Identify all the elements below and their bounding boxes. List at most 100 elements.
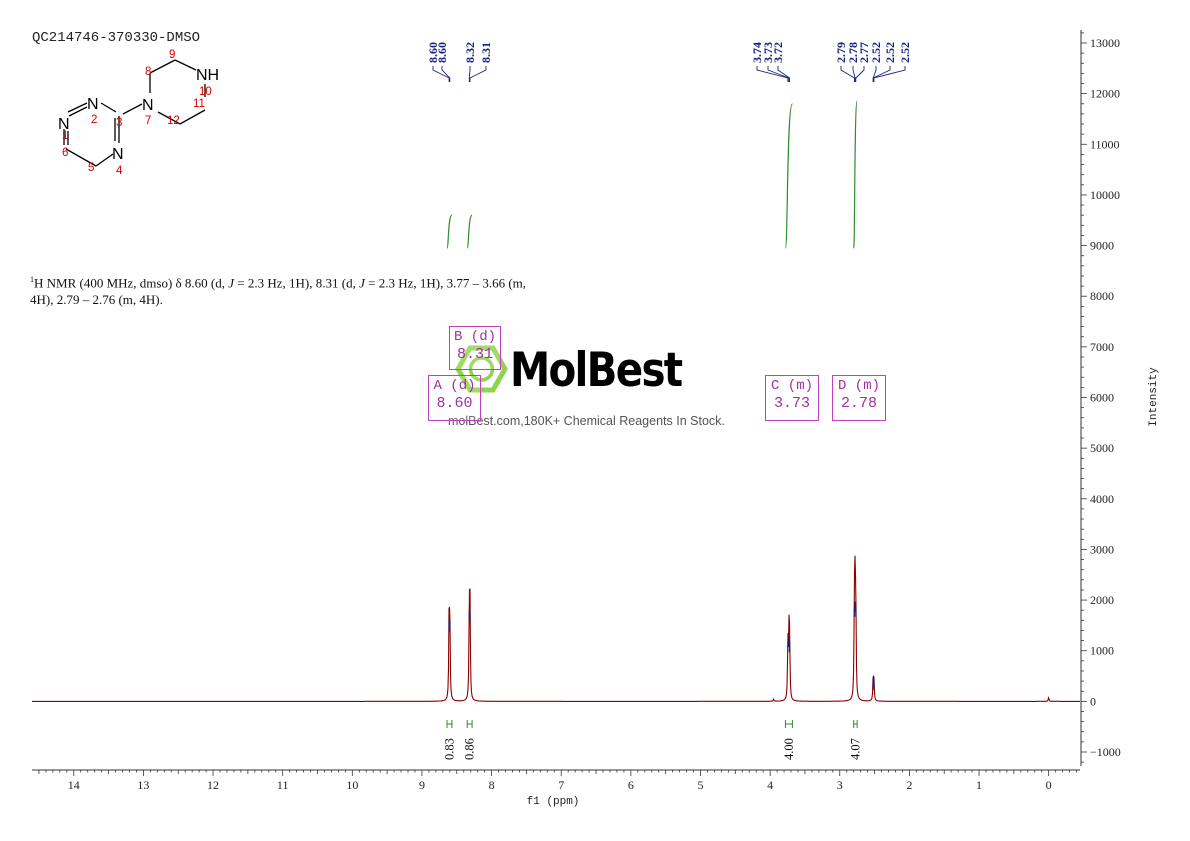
y-tick-label: 9000: [1090, 239, 1114, 253]
y-axis: −1000 0 1000 2000 3000 4000 5000 6000 7000 8000 90…: [1080, 30, 1121, 766]
y-tick-label: 4000: [1090, 492, 1114, 506]
atom-n2: N: [87, 96, 99, 113]
peak-top-markers: [448, 601, 875, 691]
y-tick-label: 13000: [1090, 36, 1120, 50]
chemical-structure: N N N N NH 1 2 3 4 5 6 7 8 9 10 11 12: [58, 49, 219, 177]
atom-number-3: 3: [116, 117, 122, 129]
integral-curve: [853, 100, 858, 249]
multiplet-label: B (d): [453, 329, 496, 345]
x-tick-label: 11: [277, 778, 289, 792]
multiplet-value: 8.60: [436, 395, 473, 412]
integral-value: 0.86: [463, 738, 477, 760]
peak-label-connector: [873, 66, 906, 82]
y-tick-label: 8000: [1090, 289, 1114, 303]
y-tick-label: 11000: [1090, 137, 1120, 151]
atom-nh10: NH: [196, 67, 219, 84]
peak-label: 2.77: [857, 42, 871, 63]
watermark-subtitle: molBest.com,180K+ Chemical Reagents In S…: [448, 414, 725, 428]
atom-n1: N: [58, 116, 70, 133]
x-tick-label: 13: [137, 778, 149, 792]
multiplet-box-a: A (d) 8.60: [428, 375, 481, 421]
peak-label-connector: [852, 66, 856, 82]
nmr-isotope: 1: [30, 275, 34, 284]
y-tick-label: 3000: [1090, 542, 1114, 556]
multiplet-value: 8.31: [456, 346, 493, 363]
x-tick-label: 14: [68, 778, 80, 792]
atom-number-11: 11: [193, 98, 205, 110]
atom-number-12: 12: [167, 115, 180, 127]
peak-label: 3.73: [761, 42, 775, 63]
peak-label-connector: [840, 66, 855, 82]
peak-label: 8.31: [479, 42, 493, 63]
y-tick-label: 5000: [1090, 441, 1114, 455]
multiplet-label: D (m): [837, 378, 880, 394]
peak-label: 8.32: [463, 42, 477, 63]
x-tick-label: 3: [837, 778, 843, 792]
y-tick-label: −1000: [1090, 745, 1121, 759]
nmr-j2: J: [359, 275, 365, 291]
x-axis: 14 13 12 11 10 9 8 7 6 5 4 3 2 1 0: [32, 769, 1080, 792]
integral-curves: [446, 100, 858, 249]
peak-label-connector: [777, 66, 791, 82]
x-tick-label: 8: [489, 778, 495, 792]
y-axis-label: Intensity: [1148, 367, 1160, 427]
atom-number-1: 1: [62, 130, 68, 142]
integral-value: 4.00: [782, 738, 796, 760]
peak-label: 2.52: [883, 42, 897, 63]
x-tick-label: 10: [346, 778, 358, 792]
peak-label: 2.52: [869, 42, 883, 63]
peak-label: 2.79: [834, 42, 848, 63]
y-tick-label: 10000: [1090, 188, 1120, 202]
y-tick-label: 0: [1090, 694, 1096, 708]
integral-curve: [446, 214, 453, 249]
y-tick-label: 12000: [1090, 87, 1120, 101]
atom-n7: N: [142, 97, 154, 114]
peak-label: 2.52: [898, 42, 912, 63]
integral-curve: [466, 214, 473, 249]
x-axis-label: f1 (ppm): [527, 796, 580, 808]
integral-value: 4.07: [848, 738, 862, 760]
watermark-name: MolBest: [510, 343, 683, 398]
atom-number-6: 6: [62, 147, 68, 159]
peak-label: 8.60: [435, 42, 449, 63]
atom-number-10: 10: [199, 86, 212, 98]
x-tick-label: 4: [767, 778, 773, 792]
y-tick-label: 7000: [1090, 340, 1114, 354]
atom-number-5: 5: [88, 162, 94, 174]
peak-label-connector: [872, 66, 891, 82]
y-tick-label: 2000: [1090, 593, 1114, 607]
y-tick-label: 1000: [1090, 644, 1114, 658]
integral-curve: [784, 103, 793, 249]
x-tick-label: 9: [419, 778, 425, 792]
atom-n4: N: [112, 146, 124, 163]
atom-number-8: 8: [145, 66, 151, 78]
x-tick-label: 1: [976, 778, 982, 792]
peak-label-connector: [767, 66, 790, 82]
peak-label-connector: [432, 66, 450, 82]
nmr-text-c: = 2.3 Hz, 1H), 3.77 – 3.66 (m,: [364, 275, 527, 291]
multiplet-value: 3.73: [773, 395, 810, 412]
peak-label-connector: [469, 66, 487, 82]
peak-label: 3.74: [750, 42, 764, 63]
integral-markers: 0.83 0.86 4.00 4.07: [442, 720, 862, 760]
x-tick-label: 7: [558, 778, 564, 792]
x-tick-label: 6: [628, 778, 634, 792]
peak-label: 2.78: [846, 42, 860, 63]
nmr-text-a: H NMR (400 MHz, dmso) δ 8.60 (d,: [34, 275, 229, 291]
sample-id: QC214746-370330-DMSO: [32, 30, 201, 46]
peak-label-connector: [468, 66, 471, 82]
atom-number-2: 2: [91, 114, 97, 126]
peak-label: 3.72: [771, 42, 785, 63]
x-tick-label: 12: [207, 778, 219, 792]
x-tick-label: 2: [906, 778, 912, 792]
atom-number-7: 7: [145, 115, 151, 127]
nmr-j1: J: [228, 275, 235, 291]
peak-label-connector: [756, 66, 789, 82]
peak-label-connector: [855, 66, 865, 82]
nmr-line2: 4H), 2.79 – 2.76 (m, 4H).: [30, 292, 163, 308]
atom-number-4: 4: [116, 165, 123, 177]
peak-label: 8.60: [426, 42, 440, 63]
nmr-text-b: = 2.3 Hz, 1H), 8.31 (d,: [234, 275, 360, 291]
y-tick-label: 6000: [1090, 391, 1114, 405]
